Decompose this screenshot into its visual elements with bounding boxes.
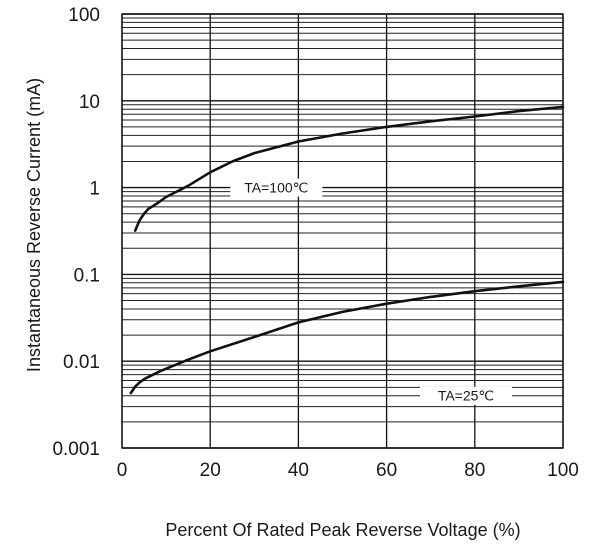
x-tick-label: 40 — [288, 460, 309, 481]
series-line — [133, 105, 565, 232]
series-label-backdrop — [230, 178, 323, 197]
series-layer: TA=100℃ TA=25℃ — [129, 105, 565, 405]
y-tick-label: 10 — [79, 92, 100, 113]
x-axis-tick-labels: 0 20 40 60 80 100 — [117, 460, 579, 481]
x-axis-label: Percent Of Rated Peak Reverse Voltage (%… — [165, 520, 520, 540]
y-axis-tick-labels: 0.001 0.01 0.1 1 10 100 — [52, 5, 100, 460]
y-tick-label: 1 — [89, 179, 100, 200]
grid-major — [121, 13, 564, 449]
x-tick-label: 60 — [376, 460, 397, 481]
grid-minor — [122, 17, 563, 423]
plot-frame — [121, 13, 564, 449]
y-tick-label: 0.1 — [74, 265, 100, 286]
y-axis-label: Instantaneous Reverse Current (mA) — [24, 78, 44, 372]
y-tick-label: 0.001 — [52, 439, 100, 460]
series-label: TA=100℃ — [244, 180, 308, 196]
series-label: TA=25℃ — [438, 388, 494, 404]
x-tick-label: 20 — [200, 460, 221, 481]
y-tick-label: 100 — [68, 5, 100, 26]
x-tick-label: 100 — [547, 460, 579, 481]
series-line — [129, 280, 565, 395]
x-tick-label: 0 — [117, 460, 128, 481]
x-tick-label: 80 — [464, 460, 485, 481]
series-label-backdrop — [419, 386, 512, 405]
y-tick-label: 0.01 — [63, 352, 100, 373]
